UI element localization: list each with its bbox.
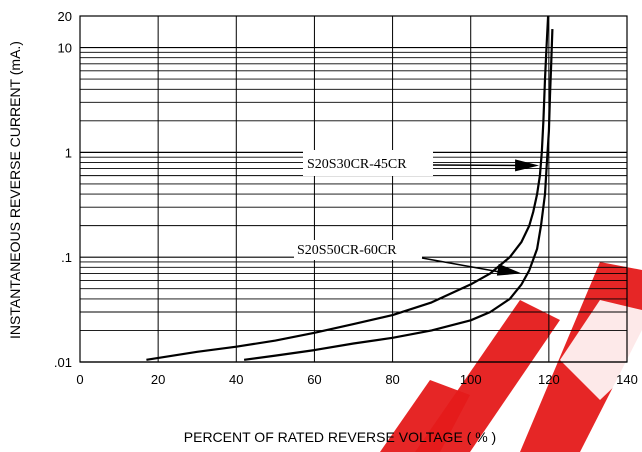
x-tick-label: 20 (151, 372, 165, 387)
x-tick-label: 80 (385, 372, 399, 387)
annotation-box (294, 240, 422, 260)
series-layer (146, 15, 554, 361)
annotation-label: S20S50CR-60CR (297, 243, 397, 258)
plot-frame (79, 15, 628, 363)
annotations: S20S30CR-45CR S20S50CR-60CR (294, 150, 540, 276)
y-axis-title: INSTANTANEOUS REVERSE CURRENT (mA.) (7, 41, 23, 339)
y-tick-label: .1 (61, 250, 72, 265)
annotation-arrowhead (515, 159, 540, 172)
x-tick-label: 40 (229, 372, 243, 387)
annotation-arrowhead (496, 263, 522, 276)
tick-labels: 0 20 40 60 80 100 120 140 .01 .1 1 10 20 (54, 9, 638, 387)
x-tick-label: 120 (538, 372, 560, 387)
series-line-1 (146, 15, 550, 361)
y-tick-label: 10 (58, 41, 72, 56)
y-tick-label: .01 (54, 355, 72, 370)
series-line-2 (243, 29, 554, 361)
annotation-label: S20S30CR-45CR (307, 157, 407, 172)
x-axis-title: PERCENT OF RATED REVERSE VOLTAGE ( % ) (184, 429, 496, 445)
watermark-stroke-2 (380, 380, 470, 452)
watermark-logo (380, 262, 642, 452)
x-tick-label: 0 (76, 372, 83, 387)
x-tick-label: 60 (307, 372, 321, 387)
y-tick-label: 1 (65, 145, 72, 160)
x-tick-label: 140 (616, 372, 638, 387)
annotation-box (303, 150, 433, 176)
x-tick-label: 100 (460, 372, 482, 387)
watermark-cutout (560, 300, 642, 400)
annotation-arrow-line (421, 257, 508, 275)
y-tick-label: 20 (58, 9, 72, 24)
